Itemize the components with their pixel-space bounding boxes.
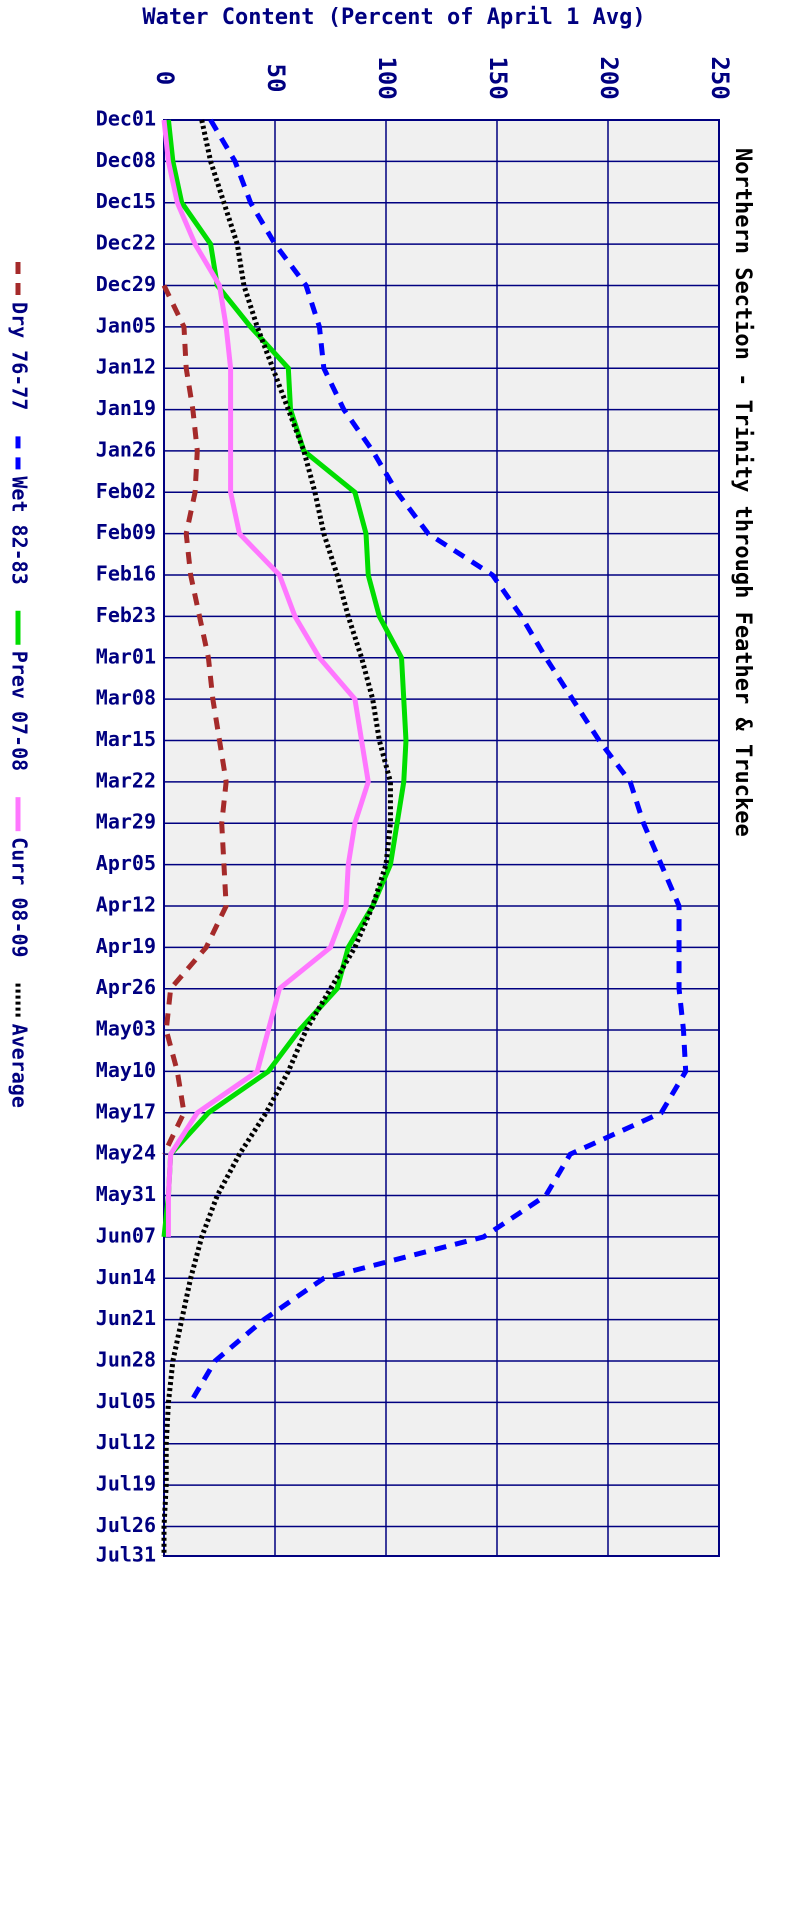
x-tick-label: Feb23 bbox=[96, 603, 156, 627]
x-tick-label: Dec22 bbox=[96, 231, 156, 255]
x-tick-label: May24 bbox=[96, 1141, 156, 1165]
x-tick-label: Dec29 bbox=[96, 272, 156, 296]
x-tick-label: Jul19 bbox=[96, 1472, 156, 1496]
x-tick-label: Apr26 bbox=[96, 975, 156, 999]
legend: Dry 76-77 Wet 82-83 Prev 07-08 Curr 08-09 Av… bbox=[8, 262, 32, 1108]
x-tick-label: Apr12 bbox=[96, 892, 156, 916]
x-tick-label: Jul05 bbox=[96, 1389, 156, 1413]
chart-title: Northern Section - Trinity through Feath… bbox=[730, 148, 755, 837]
axis-title: Water Content (Percent of April 1 Avg) bbox=[142, 5, 645, 30]
legend-label: Curr 08-09 bbox=[8, 837, 32, 957]
x-tick-label: Jul26 bbox=[96, 1513, 156, 1537]
x-tick-label: Mar01 bbox=[96, 644, 156, 668]
y-tick-label: 0 bbox=[151, 71, 179, 85]
series-line bbox=[188, 118, 689, 1404]
x-tick-label: Mar15 bbox=[96, 727, 156, 751]
legend-label: Dry 76-77 bbox=[8, 302, 32, 410]
x-tick-label: Dec08 bbox=[96, 148, 156, 172]
x-tick-label: Apr19 bbox=[96, 934, 156, 958]
x-tick-label: Feb16 bbox=[96, 562, 156, 586]
x-tick-label: May03 bbox=[96, 1017, 156, 1041]
x-tick-label: May31 bbox=[96, 1182, 156, 1206]
y-tick-label: 50 bbox=[262, 64, 290, 93]
legend-label: Prev 07-08 bbox=[8, 651, 32, 771]
y-tick-label: 150 bbox=[484, 56, 512, 99]
series-line bbox=[161, 119, 393, 1556]
x-tick-label: Jan05 bbox=[96, 313, 156, 337]
x-tick-label: Jan19 bbox=[96, 396, 156, 420]
x-tick-label: Mar08 bbox=[96, 686, 156, 710]
series-line bbox=[161, 119, 371, 1237]
y-tick-label: 100 bbox=[373, 56, 401, 99]
x-tick-label: Jul12 bbox=[96, 1430, 156, 1454]
x-tick-label: Jan12 bbox=[96, 355, 156, 379]
legend-label: Wet 82-83 bbox=[8, 476, 32, 584]
series-line bbox=[161, 119, 409, 1238]
x-tick-label: Jun07 bbox=[96, 1223, 156, 1247]
x-tick-label: May17 bbox=[96, 1099, 156, 1123]
x-tick-label: Dec15 bbox=[96, 189, 156, 213]
x-tick-label: Mar29 bbox=[96, 810, 156, 834]
y-tick-label: 250 bbox=[706, 56, 734, 99]
x-tick-label: Mar22 bbox=[96, 768, 156, 792]
x-tick-label: Jun21 bbox=[96, 1306, 156, 1330]
y-tick-label: 200 bbox=[595, 56, 623, 99]
x-tick-label: Jan26 bbox=[96, 437, 156, 461]
x-tick-label: Jul31 bbox=[96, 1543, 156, 1567]
x-tick-label: Jun28 bbox=[96, 1347, 156, 1371]
x-tick-label: Feb02 bbox=[96, 479, 156, 503]
legend-label: Average bbox=[8, 1024, 32, 1108]
x-tick-label: May10 bbox=[96, 1058, 156, 1082]
series-line bbox=[161, 284, 229, 1156]
plot-area bbox=[163, 119, 720, 1557]
x-tick-label: Apr05 bbox=[96, 851, 156, 875]
x-tick-label: Jun14 bbox=[96, 1265, 156, 1289]
x-tick-label: Feb09 bbox=[96, 520, 156, 544]
x-tick-label: Dec01 bbox=[96, 107, 156, 131]
